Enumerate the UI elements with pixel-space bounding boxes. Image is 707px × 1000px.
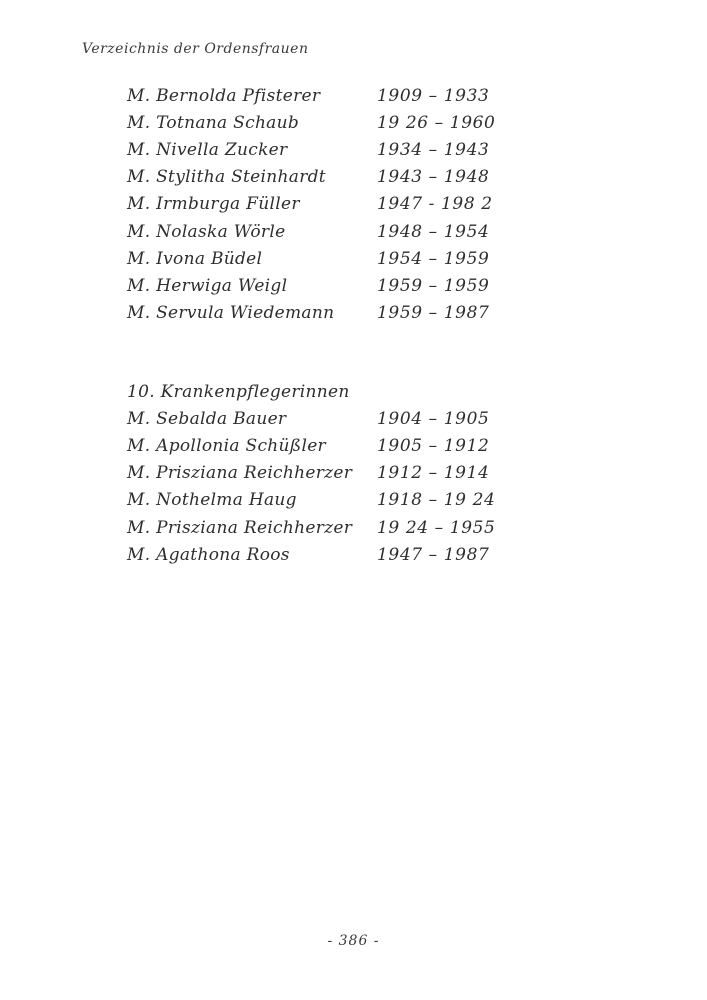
register-row: M. Agathona Roos 1947 – 1987 <box>127 541 547 568</box>
service-years: 1948 – 1954 <box>377 221 490 242</box>
sister-name: M. Herwiga Weigl <box>127 275 288 296</box>
service-years: 1959 – 1959 <box>377 275 490 296</box>
sister-name: M. Bernolda Pfisterer <box>127 85 321 106</box>
sister-name: M. Sebalda Bauer <box>127 408 287 429</box>
service-years: 1954 – 1959 <box>377 248 490 269</box>
register-row: M. Nolaska Wörle 1948 – 1954 <box>127 218 547 245</box>
running-head: Verzeichnis der Ordensfrauen <box>82 41 309 57</box>
sister-name: M. Totnana Schaub <box>127 112 300 133</box>
register-row: M. Prisziana Reichherzer 19 24 – 1955 <box>127 514 547 541</box>
register-row: M. Prisziana Reichherzer 1912 – 1914 <box>127 460 547 487</box>
section-heading: 10. Krankenpflegerinnen <box>127 381 350 402</box>
service-years: 1905 – 1912 <box>377 435 490 456</box>
register-row: M. Servula Wiedemann 1959 – 1987 <box>127 300 547 327</box>
register-row: M. Ivona Büdel 1954 – 1959 <box>127 245 547 272</box>
sister-name: M. Apollonia Schüßler <box>127 435 326 456</box>
section-10-entries: M. Sebalda Bauer 1904 – 1905 M. Apolloni… <box>127 405 547 568</box>
sister-name: M. Irmburga Füller <box>127 194 300 215</box>
service-years: 1959 – 1987 <box>377 303 490 324</box>
service-years: 1912 – 1914 <box>377 463 490 484</box>
service-years: 19 26 – 1960 <box>377 112 496 133</box>
sister-name: M. Nolaska Wörle <box>127 221 286 242</box>
register-row: M. Apollonia Schüßler 1905 – 1912 <box>127 432 547 459</box>
register-row: M. Bernolda Pfisterer 1909 – 1933 <box>127 82 547 109</box>
register-row: M. Herwiga Weigl 1959 – 1959 <box>127 272 547 299</box>
sister-name: M. Ivona Büdel <box>127 248 263 269</box>
service-years: 1918 – 19 24 <box>377 490 496 511</box>
service-years: 1943 – 1948 <box>377 167 490 188</box>
register-row: M. Totnana Schaub 19 26 – 1960 <box>127 109 547 136</box>
service-years: 19 24 – 1955 <box>377 517 496 538</box>
service-years: 1947 - 198 2 <box>377 194 493 215</box>
sister-name: M. Stylitha Steinhardt <box>127 167 326 188</box>
service-years: 1934 – 1943 <box>377 139 490 160</box>
register-row: M. Nivella Zucker 1934 – 1943 <box>127 136 547 163</box>
sister-name: M. Servula Wiedemann <box>127 303 335 324</box>
register-list-continued: M. Bernolda Pfisterer 1909 – 1933 M. Tot… <box>127 82 547 327</box>
service-years: 1904 – 1905 <box>377 408 490 429</box>
register-row: M. Irmburga Füller 1947 - 198 2 <box>127 191 547 218</box>
service-years: 1909 – 1933 <box>377 85 490 106</box>
sister-name: M. Nothelma Haug <box>127 490 297 511</box>
sister-name: M. Agathona Roos <box>127 544 290 565</box>
service-years: 1947 – 1987 <box>377 544 490 565</box>
register-row: M. Sebalda Bauer 1904 – 1905 <box>127 405 547 432</box>
sister-name: M. Nivella Zucker <box>127 139 288 160</box>
register-row: M. Nothelma Haug 1918 – 19 24 <box>127 487 547 514</box>
register-section-10: 10. Krankenpflegerinnen M. Sebalda Bauer… <box>127 378 547 568</box>
register-row: M. Stylitha Steinhardt 1943 – 1948 <box>127 164 547 191</box>
sister-name: M. Prisziana Reichherzer <box>127 463 353 484</box>
sister-name: M. Prisziana Reichherzer <box>127 517 353 538</box>
page-number: - 386 - <box>327 933 380 949</box>
